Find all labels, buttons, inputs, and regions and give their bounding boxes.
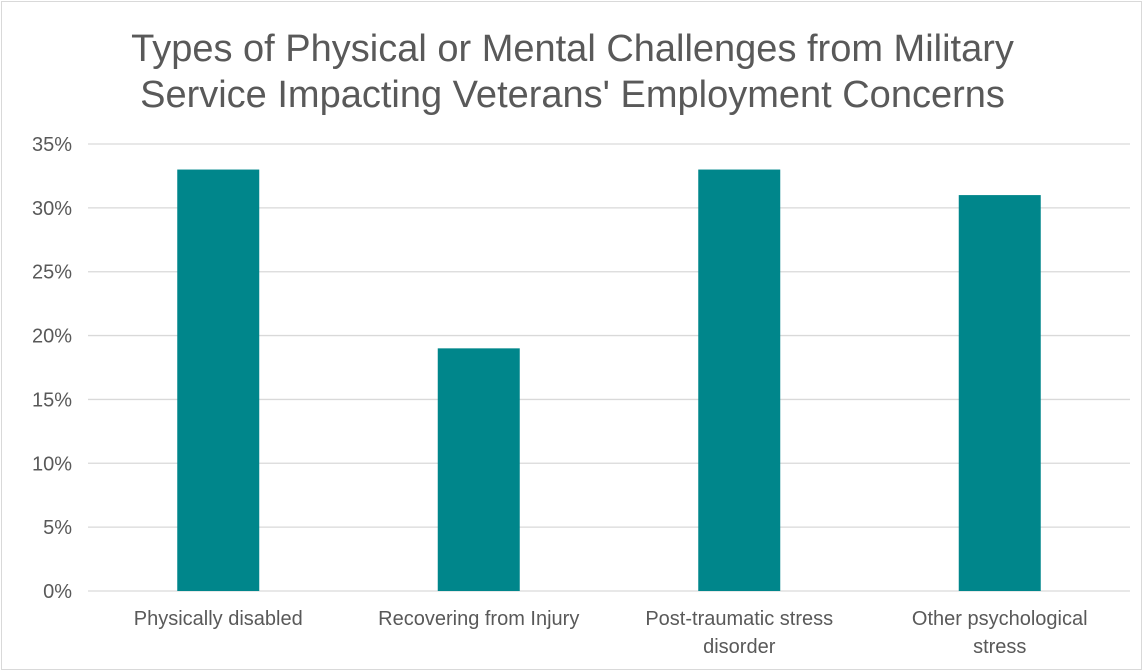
y-tick-label: 10% (32, 453, 72, 475)
bar (958, 195, 1041, 592)
y-tick-label: 35% (32, 134, 72, 156)
chart-title-line-2: Service Impacting Veterans' Employment C… (140, 74, 1005, 116)
bar (698, 169, 781, 592)
y-tick-label: 30% (32, 198, 72, 220)
y-tick-label: 5% (43, 517, 72, 539)
x-axis-labels: Physically disabled Recovering from Injur… (134, 608, 1088, 658)
chart-title: Types of Physical or Mental Challenges f… (0, 26, 1145, 118)
y-tick-label: 15% (32, 389, 72, 411)
bars (177, 169, 1041, 592)
chart-title-line-1: Types of Physical or Mental Challenges f… (131, 28, 1014, 70)
y-tick-label: 20% (32, 326, 72, 348)
bar (437, 348, 520, 591)
y-tick-label: 0% (43, 581, 72, 603)
bar (177, 169, 260, 592)
y-tick-label: 25% (32, 262, 72, 284)
x-category-label: Post-traumatic stress disorder (645, 608, 833, 658)
x-category-label: Other psychological stress (912, 608, 1088, 658)
y-axis-ticks: 0% 5% 10% 15% 20% 25% 30% 35% (32, 134, 72, 603)
gridlines (88, 143, 1130, 592)
x-category-label: Physically disabled (134, 608, 303, 630)
x-category-label: Recovering from Injury (378, 608, 579, 630)
